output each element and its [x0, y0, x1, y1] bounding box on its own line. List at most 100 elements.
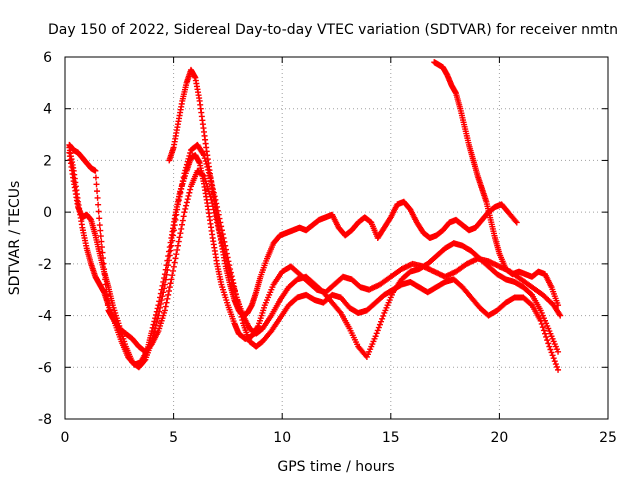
plot-frame: [64, 56, 609, 420]
data-point: [181, 170, 188, 177]
data-point: [103, 286, 110, 293]
data-point: [540, 327, 547, 334]
data-point: [165, 262, 172, 269]
data-point: [96, 215, 103, 222]
x-tick-label: 25: [599, 430, 617, 446]
data-point: [182, 167, 189, 174]
data-point: [186, 189, 193, 196]
data-point: [174, 201, 181, 208]
data-point: [550, 355, 557, 362]
x-tick-label: 10: [273, 430, 291, 446]
data-point: [99, 249, 106, 256]
data-point: [172, 216, 179, 223]
data-point: [104, 302, 111, 309]
data-point: [177, 230, 184, 237]
data-point: [104, 297, 111, 304]
data-point: [513, 219, 520, 226]
y-tick-label: -2: [38, 257, 52, 273]
data-point: [548, 349, 555, 356]
data-point: [168, 242, 175, 249]
data-point: [179, 221, 186, 228]
data-point: [336, 308, 343, 315]
data-point: [186, 152, 193, 159]
data-point: [178, 185, 185, 192]
series-track-c: [66, 141, 562, 360]
y-tick-label: 2: [43, 153, 52, 169]
y-tick-label: 4: [43, 102, 52, 118]
data-point: [161, 307, 168, 314]
y-tick-label: -6: [38, 360, 52, 376]
data-point: [94, 188, 101, 195]
data-point: [379, 315, 386, 322]
data-point: [181, 209, 188, 216]
data-point: [547, 346, 554, 353]
data-point: [175, 197, 182, 204]
data-point: [165, 288, 172, 295]
data-point: [180, 213, 187, 220]
data-point: [163, 271, 170, 278]
data-point: [102, 276, 109, 283]
data-point: [552, 361, 559, 368]
data-point: [184, 158, 191, 165]
data-point: [141, 357, 148, 364]
data-point: [549, 352, 556, 359]
y-tick-label: 0: [43, 205, 52, 221]
data-point: [92, 174, 99, 181]
data-point: [165, 291, 172, 298]
data-point: [160, 289, 167, 296]
series-track-b: [66, 141, 562, 373]
x-tick-label: 0: [61, 430, 70, 446]
data-point: [102, 281, 109, 288]
data-point: [556, 311, 563, 318]
data-point: [185, 155, 192, 162]
data-point: [542, 330, 549, 337]
data-markers: [66, 59, 564, 373]
data-point: [200, 150, 207, 157]
data-point: [169, 237, 176, 244]
data-point: [539, 324, 546, 331]
data-point: [174, 246, 181, 253]
data-point: [158, 297, 165, 304]
tick-labels: 0 5 10 15 20 25 -8 -6 -4 -2 0 2 4 6: [38, 50, 617, 446]
data-point: [157, 300, 164, 307]
data-point: [165, 257, 172, 264]
data-point: [95, 208, 102, 215]
data-point: [170, 232, 177, 239]
data-point: [96, 222, 103, 229]
data-point: [185, 192, 192, 199]
data-point: [171, 259, 178, 266]
data-point: [162, 303, 169, 310]
data-point: [555, 348, 562, 355]
x-tick-label: 15: [382, 430, 400, 446]
data-point: [100, 255, 107, 262]
data-point: [179, 178, 186, 185]
data-point: [173, 251, 180, 258]
x-axis-label: GPS time / hours: [277, 459, 394, 475]
data-point: [170, 263, 177, 270]
data-point: [183, 161, 190, 168]
data-point: [543, 333, 550, 340]
data-point: [512, 218, 519, 225]
data-point: [254, 324, 261, 331]
data-point: [553, 363, 560, 370]
data-point: [557, 312, 564, 319]
series-track-e: [431, 59, 562, 309]
x-tick-label: 5: [169, 430, 178, 446]
data-point: [176, 234, 183, 241]
data-point: [95, 201, 102, 208]
data-point: [555, 302, 562, 309]
data-point: [372, 333, 379, 340]
data-point: [164, 266, 171, 273]
data-point: [100, 260, 107, 267]
y-tick-label: -4: [38, 309, 52, 325]
data-point: [375, 324, 382, 331]
data-point: [183, 164, 190, 171]
data-point: [546, 343, 553, 350]
data-point: [544, 337, 551, 344]
data-point: [163, 299, 170, 306]
data-point: [179, 217, 186, 224]
data-point: [168, 276, 175, 283]
data-point: [101, 271, 108, 278]
data-point: [172, 255, 179, 262]
data-point: [378, 318, 385, 325]
